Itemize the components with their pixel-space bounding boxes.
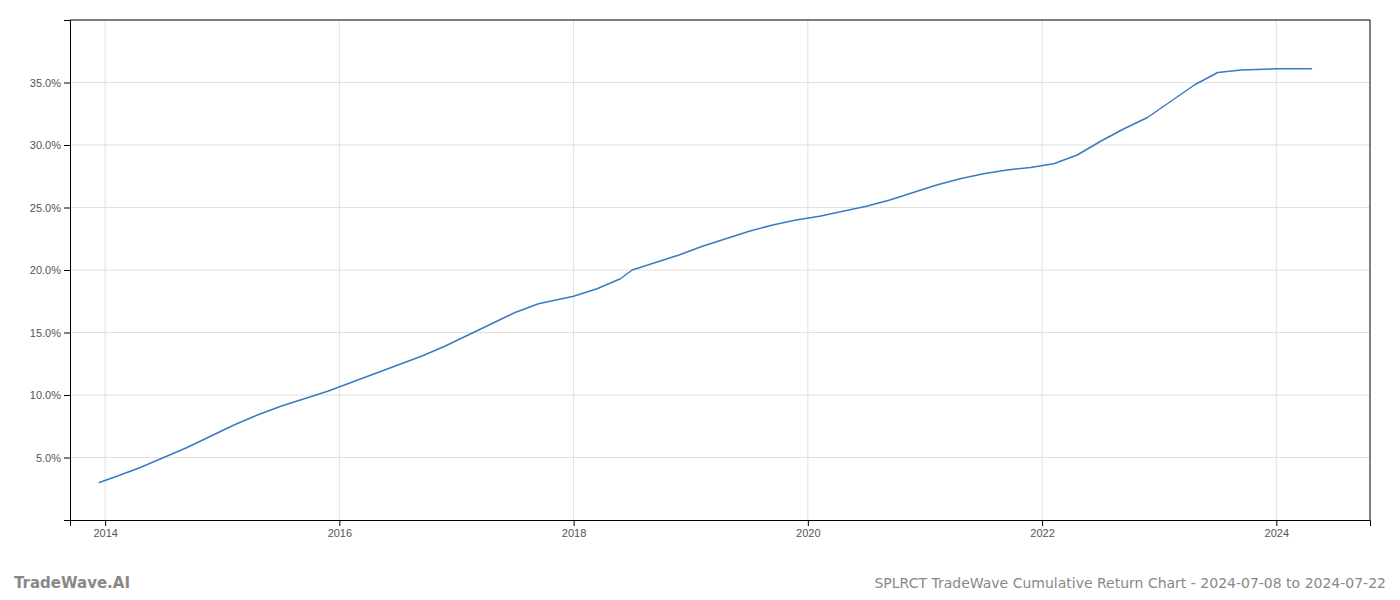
y-tick: 25.0% [30,202,70,214]
x-tick-mark [808,520,809,526]
marks [99,69,1311,483]
y-tick-label: 10.0% [30,389,61,401]
y-tick-mark [64,145,70,146]
x-tick-label: 2014 [93,527,117,539]
grid-line [70,332,1370,333]
x-axis: 2014 2016 2018 2020 2022 2024 [71,520,1371,539]
x-tick: 2018 [562,520,586,539]
y-tick-mark [64,458,70,459]
line [99,69,1311,483]
x-axis-line [71,521,1371,527]
x-tick-label: 2018 [562,527,586,539]
grid-line [807,20,808,520]
y-tick-mark [64,270,70,271]
x-tick: 2014 [93,520,117,539]
watermark: TradeWave.AI [14,574,130,592]
grid-line [339,20,340,520]
x-tick: 2020 [796,520,820,539]
y-tick-label: 15.0% [30,327,61,339]
y-tick-label: 30.0% [30,139,61,151]
title: SPLRCT TradeWave Cumulative Return Chart… [874,575,1386,591]
y-tick: 35.0% [30,77,70,89]
y-tick: 15.0% [30,327,70,339]
x-tick: 2016 [328,520,352,539]
plot: 2014 2016 2018 2020 2022 2024 5.0% 10.0% 15.0% 20… [30,20,1371,539]
chart: 2014 2016 2018 2020 2022 2024 5.0% 10.0% 15.0% 20… [0,0,1400,600]
grid-line [1042,20,1043,520]
y-tick-label: 5.0% [36,452,61,464]
x-tick-mark [105,520,106,526]
y-tick-label: 25.0% [30,202,61,214]
grid-line [70,82,1370,83]
grid-line [70,270,1370,271]
x-tick: 2022 [1030,520,1054,539]
y-tick-label: 35.0% [30,77,61,89]
y-tick: 5.0% [36,452,70,464]
y-tick-mark [64,208,70,209]
y-tick: 10.0% [30,389,70,401]
y-tick-label: 20.0% [30,264,61,276]
x-tick-mark [574,520,575,526]
grid-line [70,207,1370,208]
frame [70,20,1370,21]
y-tick-mark [64,333,70,334]
grid-line [70,145,1370,146]
y-tick: 30.0% [30,139,70,151]
x-tick-mark [1276,520,1277,526]
x-tick-mark [1042,520,1043,526]
x-tick-label: 2016 [328,527,352,539]
grid-line [573,20,574,520]
y-tick-mark [64,83,70,84]
x-tick-mark [339,520,340,526]
x-tick-label: 2024 [1265,527,1289,539]
grid-line [1276,20,1277,520]
y-axis-line [64,21,71,521]
grid-line [70,457,1370,458]
x-tick-label: 2022 [1030,527,1054,539]
x-tick: 2024 [1265,520,1289,539]
y-axis: 5.0% 10.0% 15.0% 20.0% 25.0% 30.0% 35.0% [30,21,71,521]
grid-line [105,20,106,520]
x-tick-label: 2020 [796,527,820,539]
frame [1370,20,1371,520]
y-tick: 20.0% [30,264,70,276]
grid [70,20,1370,520]
grid-line [70,395,1370,396]
y-tick-mark [64,395,70,396]
